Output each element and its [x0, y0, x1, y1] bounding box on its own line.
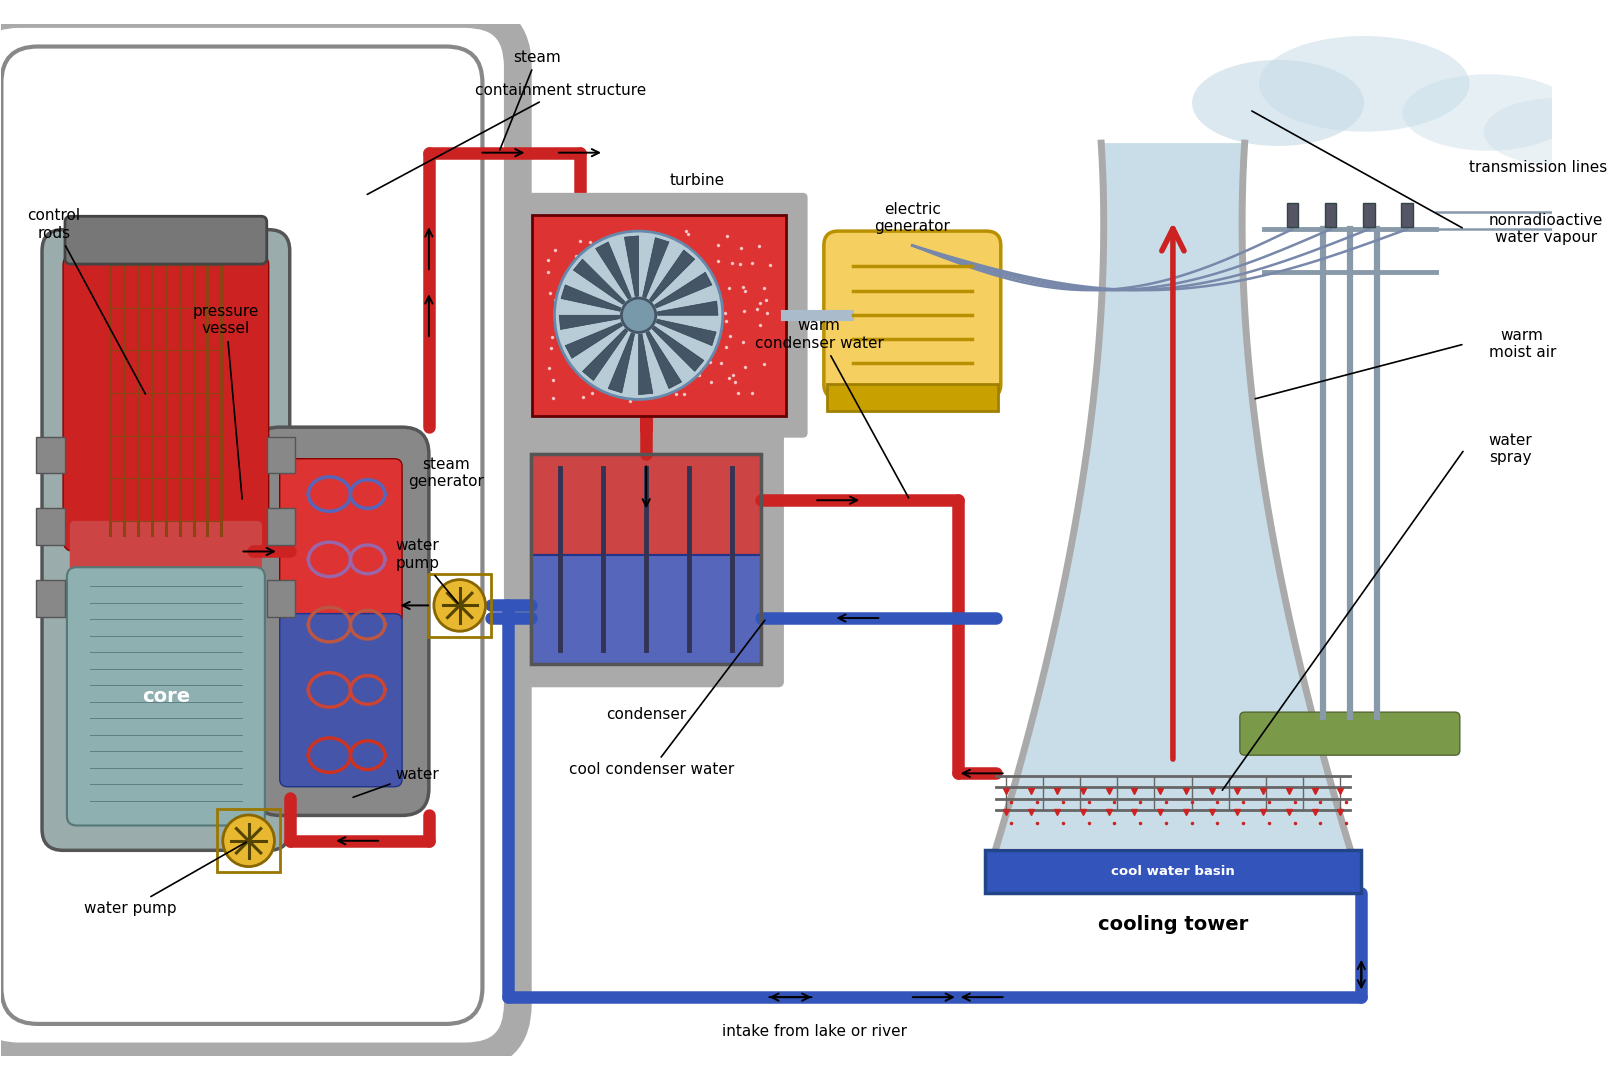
Text: cooling tower: cooling tower [1097, 915, 1248, 934]
Polygon shape [639, 334, 653, 394]
Polygon shape [657, 320, 716, 346]
FancyBboxPatch shape [280, 613, 402, 786]
Bar [428, 573, 491, 637]
Text: warm
moist air: warm moist air [1488, 327, 1556, 360]
Bar [36, 509, 65, 544]
Text: water: water [353, 767, 439, 797]
Bar [267, 509, 295, 544]
Polygon shape [650, 249, 695, 301]
Polygon shape [574, 259, 626, 305]
Polygon shape [652, 326, 704, 372]
Text: water pump: water pump [84, 842, 246, 916]
FancyBboxPatch shape [42, 230, 290, 850]
Bar [1287, 203, 1298, 227]
Text: turbine: turbine [669, 173, 725, 188]
Polygon shape [658, 301, 718, 315]
Text: steam
generator: steam generator [408, 457, 485, 489]
Ellipse shape [1260, 36, 1469, 132]
Text: transmission lines: transmission lines [1469, 160, 1608, 175]
FancyBboxPatch shape [0, 14, 517, 1056]
Bar [1324, 203, 1336, 227]
FancyBboxPatch shape [280, 459, 402, 624]
FancyBboxPatch shape [509, 431, 785, 687]
Bar [532, 454, 760, 555]
Bar [1363, 203, 1375, 227]
Polygon shape [559, 315, 619, 329]
Text: core: core [141, 687, 190, 706]
Circle shape [554, 231, 723, 400]
Bar [1402, 203, 1414, 227]
Text: steam: steam [499, 50, 561, 150]
Text: water
spray: water spray [1488, 433, 1532, 465]
Bar [36, 580, 65, 617]
Polygon shape [655, 272, 712, 308]
Bar [532, 555, 760, 664]
Bar [36, 436, 65, 473]
Text: warm
condenser water: warm condenser water [755, 319, 909, 498]
FancyBboxPatch shape [823, 231, 1000, 399]
Circle shape [434, 580, 486, 631]
Ellipse shape [1483, 98, 1621, 165]
Polygon shape [642, 238, 669, 298]
FancyBboxPatch shape [511, 193, 807, 437]
Circle shape [222, 815, 274, 866]
FancyBboxPatch shape [66, 567, 264, 825]
Text: nonradioactive
water vapour: nonradioactive water vapour [1488, 213, 1603, 245]
Polygon shape [561, 285, 621, 311]
Text: containment structure: containment structure [368, 83, 647, 194]
FancyBboxPatch shape [253, 428, 430, 815]
Text: electric
generator: electric generator [874, 202, 950, 234]
Ellipse shape [1191, 59, 1365, 146]
Polygon shape [595, 242, 631, 299]
Ellipse shape [1402, 75, 1574, 151]
Text: intake from lake or river: intake from lake or river [721, 1024, 906, 1039]
Text: control
rods: control rods [28, 208, 146, 394]
Polygon shape [566, 323, 622, 359]
FancyBboxPatch shape [65, 216, 267, 265]
Bar [267, 580, 295, 617]
Bar [217, 809, 280, 873]
FancyBboxPatch shape [532, 215, 786, 416]
Text: pressure
vessel: pressure vessel [193, 303, 259, 499]
FancyBboxPatch shape [1240, 712, 1461, 755]
FancyBboxPatch shape [63, 254, 269, 552]
Text: cool water basin: cool water basin [1110, 865, 1235, 878]
Polygon shape [624, 235, 639, 296]
Polygon shape [582, 328, 627, 380]
Polygon shape [995, 144, 1350, 848]
Bar [532, 454, 760, 664]
Bar [984, 850, 1362, 893]
Text: condenser: condenser [606, 707, 686, 723]
FancyBboxPatch shape [70, 521, 263, 588]
Text: cool condenser water: cool condenser water [569, 620, 765, 777]
Circle shape [621, 298, 657, 333]
Bar [267, 436, 295, 473]
Text: water
pump: water pump [396, 538, 459, 604]
Polygon shape [645, 332, 681, 389]
Polygon shape [608, 333, 634, 393]
Bar [827, 384, 999, 410]
